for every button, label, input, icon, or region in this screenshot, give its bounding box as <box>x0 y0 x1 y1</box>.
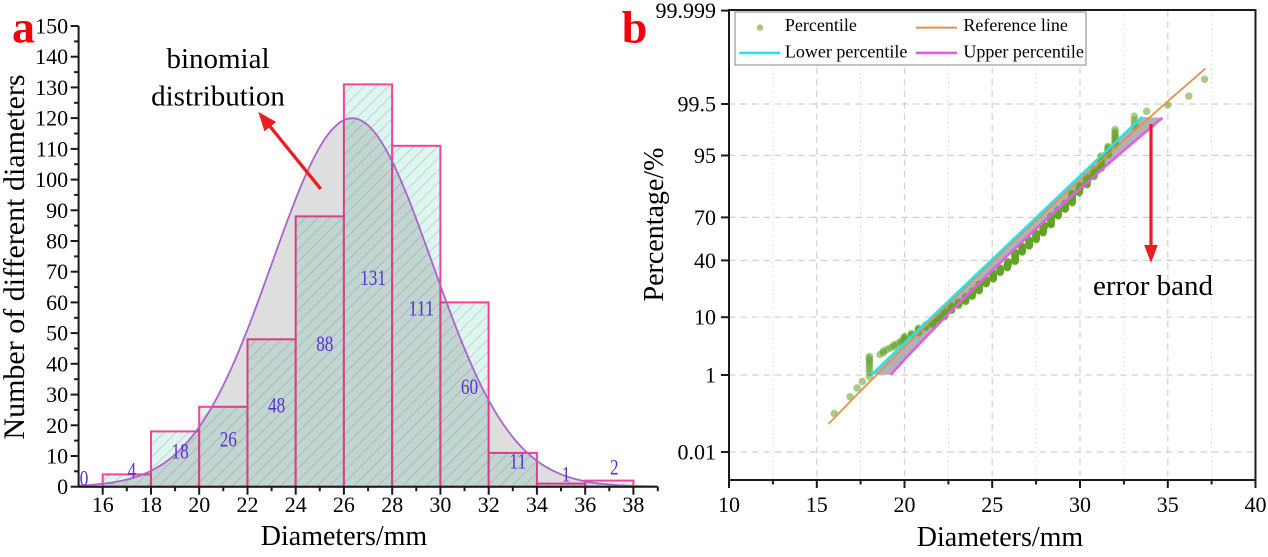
svg-text:60: 60 <box>461 374 478 399</box>
svg-text:2: 2 <box>610 455 619 480</box>
svg-text:22: 22 <box>237 492 259 517</box>
svg-text:35: 35 <box>1157 492 1179 517</box>
svg-text:26: 26 <box>220 426 237 451</box>
svg-text:20: 20 <box>46 413 68 438</box>
svg-text:16: 16 <box>92 492 114 517</box>
svg-text:150: 150 <box>35 14 68 39</box>
svg-text:11: 11 <box>509 449 526 474</box>
svg-text:36: 36 <box>574 492 596 517</box>
svg-text:40: 40 <box>694 248 716 273</box>
svg-text:140: 140 <box>35 44 68 69</box>
svg-text:18: 18 <box>140 492 162 517</box>
svg-text:20: 20 <box>188 492 210 517</box>
svg-text:28: 28 <box>381 492 403 517</box>
svg-text:40: 40 <box>1245 492 1267 517</box>
svg-text:Diameters/mm: Diameters/mm <box>261 521 428 552</box>
svg-text:40: 40 <box>46 351 68 376</box>
svg-text:70: 70 <box>46 259 68 284</box>
svg-text:88: 88 <box>316 331 333 356</box>
svg-text:Upper percentile: Upper percentile <box>963 41 1083 61</box>
svg-text:131: 131 <box>360 265 386 290</box>
svg-text:30: 30 <box>429 492 451 517</box>
svg-text:24: 24 <box>285 492 307 517</box>
svg-text:60: 60 <box>46 290 68 315</box>
svg-text:Reference line: Reference line <box>963 15 1067 35</box>
svg-text:130: 130 <box>35 75 68 100</box>
svg-text:Percentile: Percentile <box>785 15 857 35</box>
svg-text:111: 111 <box>408 296 434 321</box>
svg-text:10: 10 <box>694 305 716 330</box>
svg-text:99.999: 99.999 <box>656 0 717 23</box>
svg-text:32: 32 <box>478 492 500 517</box>
svg-text:1: 1 <box>705 363 716 388</box>
svg-text:120: 120 <box>35 106 68 131</box>
svg-text:Diameters/mm: Diameters/mm <box>917 522 1084 552</box>
svg-text:a: a <box>12 1 35 52</box>
svg-text:0: 0 <box>57 474 68 499</box>
svg-text:70: 70 <box>694 205 716 230</box>
svg-text:b: b <box>622 2 648 53</box>
svg-text:15: 15 <box>806 492 828 517</box>
svg-text:4: 4 <box>128 458 137 483</box>
svg-text:25: 25 <box>981 492 1003 517</box>
svg-text:distribution: distribution <box>151 81 285 113</box>
svg-text:50: 50 <box>46 321 68 346</box>
svg-text:100: 100 <box>35 167 68 192</box>
svg-text:90: 90 <box>46 198 68 223</box>
svg-text:Percentage/%: Percentage/% <box>639 148 670 302</box>
svg-text:80: 80 <box>46 229 68 254</box>
svg-text:Number of different diameters: Number of different diameters <box>0 74 31 439</box>
svg-text:30: 30 <box>1069 492 1091 517</box>
svg-text:26: 26 <box>333 492 355 517</box>
svg-text:0.01: 0.01 <box>678 440 717 465</box>
svg-text:99.5: 99.5 <box>678 92 717 117</box>
svg-text:binomial: binomial <box>166 43 269 75</box>
svg-text:110: 110 <box>36 136 68 161</box>
svg-text:38: 38 <box>622 492 644 517</box>
svg-text:95: 95 <box>694 143 716 168</box>
svg-text:20: 20 <box>894 492 916 517</box>
svg-text:1: 1 <box>562 462 571 487</box>
svg-text:30: 30 <box>46 382 68 407</box>
svg-text:34: 34 <box>526 492 548 517</box>
svg-text:Lower percentile: Lower percentile <box>785 41 907 61</box>
svg-text:18: 18 <box>172 439 189 464</box>
svg-text:10: 10 <box>718 492 740 517</box>
svg-text:48: 48 <box>268 393 285 418</box>
svg-text:0: 0 <box>80 466 89 491</box>
svg-text:error band: error band <box>1093 270 1213 302</box>
svg-text:10: 10 <box>46 444 68 469</box>
